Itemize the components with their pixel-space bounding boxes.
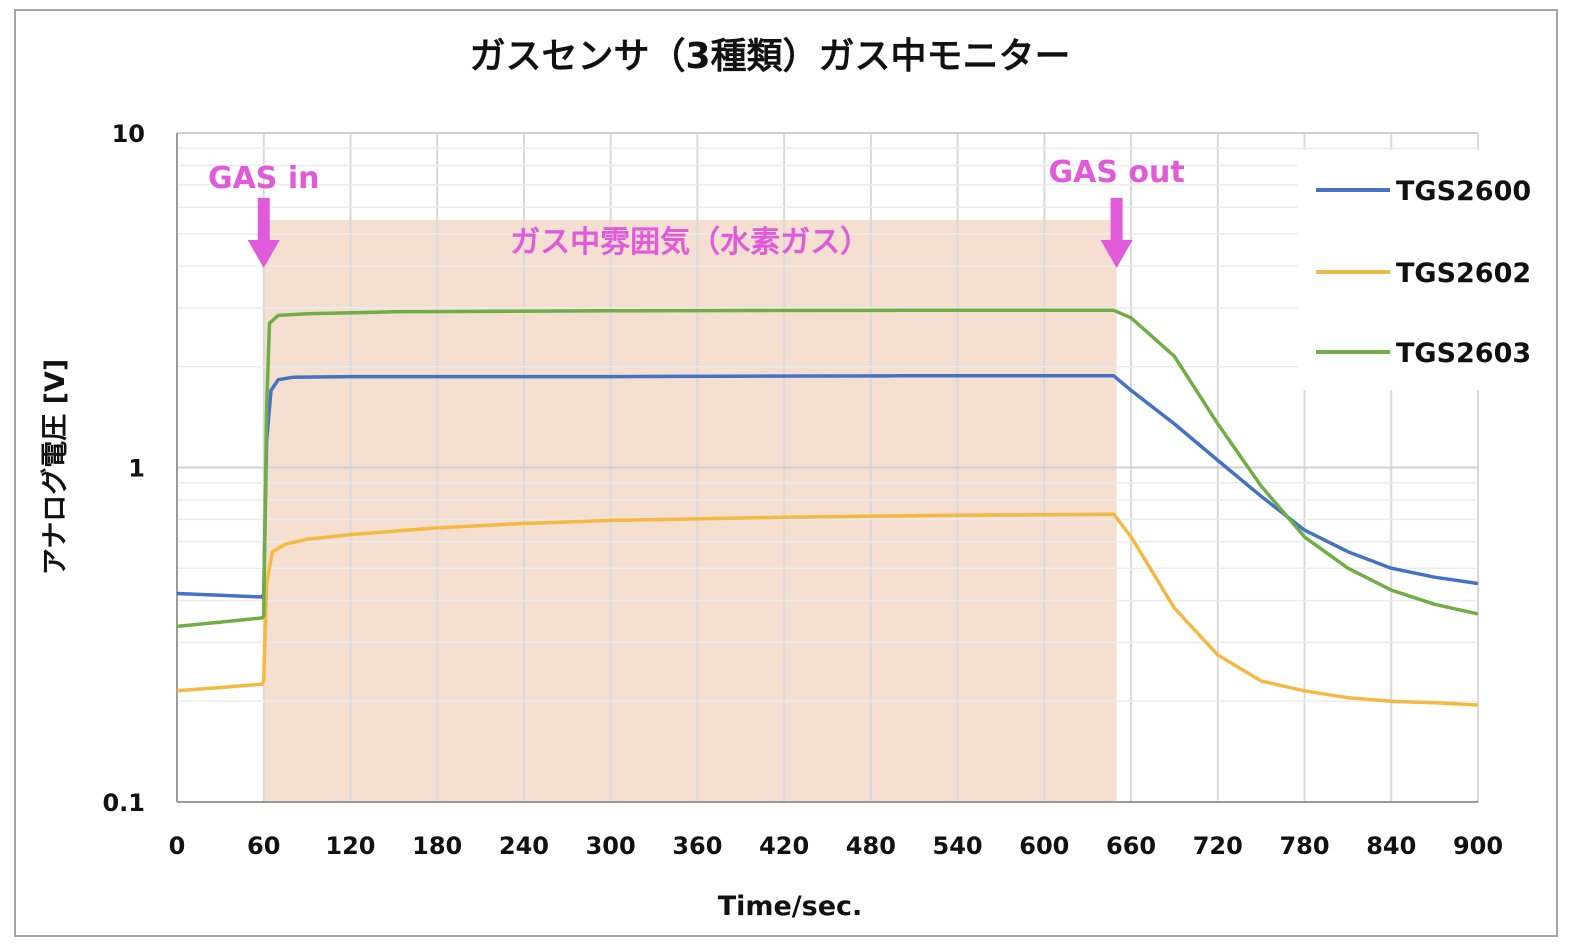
- legend-label-tgs2602: TGS2602: [1396, 258, 1531, 289]
- region-label: ガス中雰囲気（水素ガス）: [510, 225, 870, 260]
- gas-out-label: GAS out: [1049, 155, 1185, 190]
- series-line-tgs2602: [176, 512, 1479, 707]
- gas-in-annotation: GAS in: [208, 161, 320, 268]
- gas-out-annotation: GAS out: [1049, 155, 1185, 268]
- chart-title: ガスセンサ（3種類）ガス中モニター: [469, 36, 1070, 77]
- x-tick-label: 420: [759, 832, 809, 860]
- x-tick-label: 300: [586, 832, 636, 860]
- gas-out-arrow: [1100, 198, 1133, 268]
- y-axis-label: アナログ電圧 [V]: [39, 359, 71, 575]
- legend-label-tgs2603: TGS2603: [1396, 338, 1531, 369]
- x-tick-label: 480: [846, 832, 896, 860]
- gas-atmosphere-region: [263, 219, 1117, 802]
- x-tick-label: 360: [672, 832, 722, 860]
- x-tick-label: 780: [1279, 832, 1329, 860]
- y-tick-labels: 10 1 0.1: [102, 120, 145, 817]
- y-tick-label: 1: [128, 455, 145, 483]
- y-tick-label: 0.1: [102, 789, 145, 817]
- x-tick-label: 240: [499, 832, 549, 860]
- legend-item-tgs2602: TGS2602: [1316, 258, 1531, 289]
- series-lines: [176, 308, 1479, 707]
- legend: TGS2600 TGS2602 TGS2603: [1298, 150, 1544, 390]
- x-tick-labels: 0 60 120 180 240 300 360 420 480 540 600 660 720 780 8…: [169, 832, 1503, 860]
- x-tick-label: 60: [247, 832, 280, 860]
- legend-item-tgs2603: TGS2603: [1316, 338, 1531, 369]
- x-tick-label: 540: [933, 832, 983, 860]
- gas-in-label: GAS in: [208, 161, 320, 196]
- grid: [176, 132, 1479, 803]
- gas-in-arrow: [247, 198, 280, 268]
- gas-out-arrow-head: [1100, 240, 1133, 268]
- x-tick-label: 0: [169, 832, 186, 860]
- x-axis-label: Time/sec.: [718, 891, 863, 922]
- series-line-tgs2603: [176, 308, 1479, 629]
- x-tick-label: 600: [1019, 832, 1069, 860]
- legend-item-tgs2600: TGS2600: [1316, 176, 1531, 207]
- gas-out-arrow-shaft: [1110, 198, 1123, 242]
- x-tick-label: 660: [1106, 832, 1156, 860]
- x-tick-label: 180: [412, 832, 462, 860]
- x-tick-label: 900: [1453, 832, 1503, 860]
- x-tick-label: 720: [1193, 832, 1243, 860]
- gas-in-arrow-shaft: [257, 198, 270, 242]
- legend-label-tgs2600: TGS2600: [1396, 176, 1531, 207]
- gas-in-arrow-head: [247, 240, 280, 268]
- x-tick-label: 840: [1366, 832, 1416, 860]
- y-tick-label: 10: [112, 120, 145, 148]
- x-tick-label: 120: [325, 832, 375, 860]
